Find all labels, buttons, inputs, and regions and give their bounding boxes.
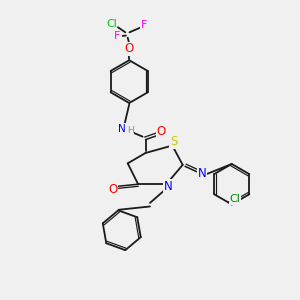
Text: H: H <box>127 127 134 136</box>
Text: O: O <box>108 183 118 196</box>
Text: O: O <box>124 42 134 56</box>
Text: F: F <box>114 32 121 41</box>
Text: N: N <box>118 124 126 134</box>
Text: S: S <box>170 136 178 148</box>
Text: N: N <box>198 167 206 180</box>
Text: N: N <box>164 180 172 193</box>
Text: O: O <box>157 125 166 138</box>
Text: Cl: Cl <box>106 19 117 29</box>
Text: F: F <box>141 20 147 30</box>
Text: Cl: Cl <box>229 194 240 204</box>
